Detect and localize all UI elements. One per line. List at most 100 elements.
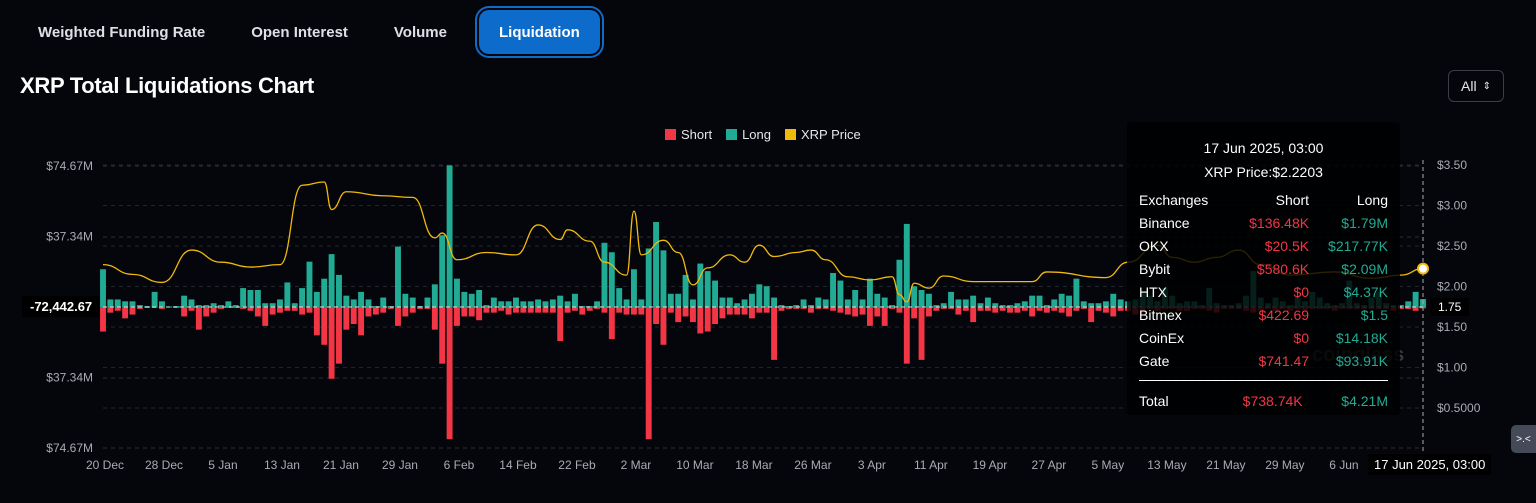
short-bar: [638, 307, 645, 315]
long-bar: [1397, 305, 1404, 307]
tooltip-exchange: CoinEx: [1139, 329, 1185, 346]
long-bar: [653, 222, 660, 307]
tooltip-long: $4.37K: [1343, 283, 1388, 300]
short-bar: [535, 307, 542, 313]
tooltip-row: CoinEx $0 $14.18K: [1139, 326, 1388, 349]
legend-price[interactable]: XRP Price: [785, 127, 861, 142]
tab-volume[interactable]: Volume: [393, 23, 447, 41]
y-left-tick: $74.67M: [46, 441, 93, 455]
tab-weighted-funding-rate[interactable]: Weighted Funding Rate: [38, 23, 206, 41]
short-bar: [800, 307, 807, 309]
long-bar: [822, 299, 829, 307]
short-bar: [903, 307, 910, 364]
long-bar: [631, 269, 637, 307]
long-bar: [336, 274, 342, 307]
short-bar: [129, 307, 136, 315]
short-bar: [925, 307, 932, 317]
tooltip-long: $217.77K: [1328, 237, 1388, 254]
long-bar: [409, 297, 416, 307]
short-bar: [461, 307, 468, 317]
tooltip-long: $1.79M: [1341, 214, 1388, 231]
x-tick: 27 Apr: [1032, 458, 1067, 472]
legend-long[interactable]: Long: [726, 127, 771, 142]
long-bar: [542, 301, 549, 307]
short-bar: [498, 307, 505, 311]
x-tick: 20 Dec: [86, 458, 124, 472]
long-bar: [520, 301, 527, 307]
short-bar: [210, 307, 217, 313]
short-bar: [483, 307, 490, 313]
long-bar: [513, 297, 519, 307]
tooltip-exchange: Bybit: [1139, 260, 1171, 277]
tab-bar: Weighted Funding Rate Open Interest Volu…: [18, 10, 606, 54]
short-bar: [962, 307, 969, 311]
long-bar: [859, 299, 866, 307]
y-right-tick: $2.00: [1437, 280, 1467, 294]
long-bar: [608, 252, 615, 307]
long-bar: [925, 293, 932, 307]
side-panel-handle[interactable]: >.<: [1511, 425, 1536, 453]
short-bar: [837, 307, 844, 313]
short-bar: [675, 307, 682, 323]
long-bar: [151, 291, 158, 307]
tooltip-row: Bybit $580.6K $2.09M: [1139, 257, 1388, 280]
long-bar: [483, 305, 490, 307]
short-bar: [387, 307, 394, 309]
tooltip-row: Binance $136.48K $1.79M: [1139, 211, 1388, 234]
long-bar: [748, 293, 755, 307]
long-bar: [328, 254, 335, 307]
long-bar: [468, 293, 475, 307]
long-bar: [955, 299, 962, 307]
short-bar: [1007, 307, 1013, 313]
long-bar: [129, 301, 136, 307]
short-bar: [1412, 307, 1419, 311]
total-long: $4.21M: [1341, 392, 1388, 409]
short-bar: [1029, 307, 1036, 317]
x-tick: 26 Mar: [794, 458, 831, 472]
x-tick: 6 Jun: [1329, 458, 1358, 472]
tooltip-price: XRP Price:$2.2203: [1204, 164, 1323, 180]
tooltip-long: $93.91K: [1335, 352, 1388, 369]
short-bar: [785, 307, 792, 309]
long-bar: [380, 297, 387, 307]
y-right-tick: $3.50: [1437, 158, 1467, 172]
long-bar: [136, 305, 143, 307]
short-bar: [844, 307, 851, 315]
long-bar: [815, 297, 822, 307]
short-bar: [933, 307, 940, 311]
short-bar: [889, 307, 895, 309]
short-bar: [948, 307, 954, 309]
long-bar: [1095, 303, 1102, 307]
tab-liquidation[interactable]: Liquidation: [478, 10, 600, 54]
long-bar: [313, 291, 320, 307]
long-bar: [1412, 291, 1419, 307]
short-bar: [247, 307, 254, 311]
range-select[interactable]: All ⇕: [1448, 70, 1504, 102]
long-bar: [807, 305, 814, 307]
short-bar: [277, 307, 283, 313]
tab-open-interest[interactable]: Open Interest: [251, 23, 348, 41]
tooltip-date: 17 Jun 2025, 03:00: [1203, 140, 1324, 156]
long-bar: [837, 280, 844, 307]
tooltip-row: OKX $20.5K $217.77K: [1139, 234, 1388, 257]
x-tick: 13 Jan: [264, 458, 300, 472]
tooltip-short: $20.5K: [1264, 237, 1310, 254]
short-bar: [748, 307, 755, 319]
long-bar: [195, 305, 202, 307]
long-bar: [1014, 303, 1021, 307]
long-bar: [210, 303, 217, 307]
short-bar: [409, 307, 416, 313]
crosshair-date-label: 17 Jun 2025, 03:00: [1368, 454, 1492, 475]
long-bar: [454, 278, 460, 307]
long-bar: [240, 288, 247, 307]
long-bar: [218, 305, 224, 307]
long-bar: [601, 242, 608, 307]
short-bar: [195, 307, 202, 330]
long-bar: [771, 297, 778, 307]
legend-short[interactable]: Short: [665, 127, 712, 142]
short-bar: [1088, 307, 1095, 323]
range-value: All: [1461, 78, 1477, 94]
short-bar: [807, 307, 814, 313]
long-bar: [321, 278, 328, 307]
x-tick: 21 May: [1206, 458, 1245, 472]
